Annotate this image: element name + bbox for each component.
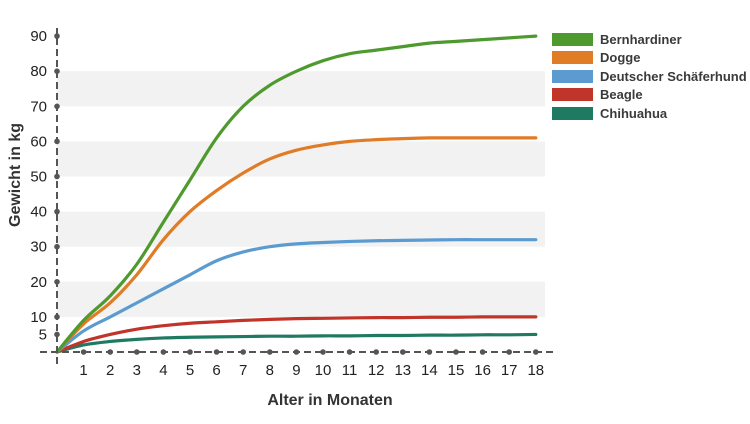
x-tick-dot (479, 349, 486, 355)
grid-bands (57, 71, 545, 317)
x-tick-dot (80, 349, 87, 355)
y-tick-dot (54, 279, 60, 285)
y-tick-label: 40 (30, 204, 47, 221)
x-tick-label: 14 (421, 362, 438, 379)
series-line-chihuahua (55, 332, 538, 354)
y-tick-label: 80 (30, 63, 47, 80)
x-tick-label: 3 (133, 362, 141, 379)
grid-band (57, 211, 545, 247)
x-tick-dot (187, 349, 193, 355)
legend-item: Beagle (552, 86, 747, 105)
series-line-bernhardiner (55, 34, 538, 354)
legend-swatch (552, 106, 593, 120)
y-tick-dot (54, 173, 60, 180)
x-tick-label: 10 (315, 362, 332, 379)
axes (40, 28, 553, 364)
legend: Bernhardiner Dogge Deutscher Schäferhund Be… (552, 30, 747, 123)
x-tick-label: 18 (527, 362, 544, 379)
x-tick-dot (373, 349, 380, 355)
y-tick-label: 70 (30, 98, 47, 115)
y-tick-label: 90 (30, 28, 47, 45)
x-tick-dot (107, 349, 113, 355)
y-tick-dot (54, 68, 60, 74)
y-tick-dot (54, 33, 60, 39)
x-tick-dot (400, 349, 406, 355)
y-tick-label: 20 (30, 274, 47, 291)
series-lines (55, 34, 538, 354)
x-tick-label: 7 (239, 362, 247, 379)
x-tick-dot (320, 349, 326, 355)
y-tick-label: 5 (39, 326, 47, 343)
legend-label: Beagle (600, 87, 643, 103)
x-tick-label: 13 (394, 362, 411, 379)
legend-item: Deutscher Schäferhund (552, 67, 747, 86)
x-tick-label: 8 (266, 362, 274, 379)
y-tick-dot (54, 314, 60, 320)
legend-item: Chihuahua (552, 104, 747, 123)
y-tick-dot (54, 243, 60, 250)
series-line-dogge (55, 136, 538, 354)
x-tick-dot (293, 349, 300, 355)
legend-label: Bernhardiner (600, 31, 682, 47)
x-tick-label: 5 (186, 362, 194, 379)
legend-swatch (552, 88, 593, 102)
y-axis-title: Gewicht in kg (7, 123, 24, 227)
y-tick-label: 30 (30, 239, 47, 256)
x-tick-dot (160, 349, 167, 355)
y-tick-dot (54, 138, 60, 145)
x-tick-label: 9 (292, 362, 300, 379)
x-tick-dot (426, 349, 433, 355)
x-tick-label: 1 (79, 362, 87, 379)
legend-label: Chihuahua (600, 105, 668, 121)
legend-label: Deutscher Schäferhund (600, 68, 747, 84)
x-tick-label: 11 (342, 362, 358, 379)
legend-item: Bernhardiner (552, 30, 747, 49)
x-tick-dot (533, 349, 539, 355)
x-tick-label: 4 (159, 362, 167, 379)
x-tick-label: 15 (448, 362, 465, 379)
legend-swatch (552, 51, 593, 65)
y-tick-label: 60 (30, 133, 47, 150)
series-line-deutscher-sch-ferhund (55, 238, 538, 354)
x-tick-dot (213, 349, 220, 355)
y-tick-dot (54, 331, 60, 338)
x-tick-dot (506, 349, 512, 355)
x-tick-label: 16 (474, 362, 491, 379)
x-tick-label: 12 (368, 362, 385, 379)
grid-band (57, 71, 545, 107)
x-tick-dot (240, 349, 246, 355)
x-tick-dot (267, 349, 273, 355)
y-tick-label: 10 (30, 309, 47, 326)
legend-swatch (552, 32, 593, 46)
legend-item: Dogge (552, 49, 747, 68)
y-tick-dot (54, 103, 60, 110)
y-tick-label: 50 (30, 169, 47, 186)
x-tick-dot (134, 349, 140, 355)
legend-swatch (552, 69, 593, 83)
y-tick-dot (54, 208, 60, 215)
x-tick-dot (346, 349, 353, 355)
x-axis-title: Alter in Monaten (267, 392, 392, 409)
grid-band (57, 281, 545, 317)
x-tick-label: 2 (106, 362, 114, 379)
x-tick-label: 6 (212, 362, 220, 379)
x-tick-dot (453, 349, 459, 355)
series-line-beagle (55, 315, 538, 354)
grid-band (57, 141, 545, 177)
legend-label: Dogge (600, 50, 641, 66)
x-tick-label: 17 (501, 362, 518, 379)
